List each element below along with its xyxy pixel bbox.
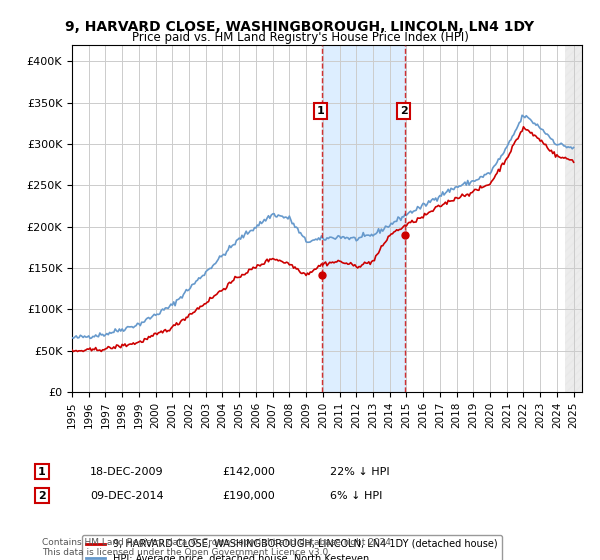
Text: 22% ↓ HPI: 22% ↓ HPI xyxy=(330,466,389,477)
Legend: 9, HARVARD CLOSE, WASHINGBOROUGH, LINCOLN, LN4 1DY (detached house), HPI: Averag: 9, HARVARD CLOSE, WASHINGBOROUGH, LINCOL… xyxy=(82,535,502,560)
Text: 18-DEC-2009: 18-DEC-2009 xyxy=(90,466,164,477)
Text: 6% ↓ HPI: 6% ↓ HPI xyxy=(330,491,382,501)
Bar xyxy=(565,45,582,392)
Text: £142,000: £142,000 xyxy=(222,466,275,477)
Text: 09-DEC-2014: 09-DEC-2014 xyxy=(90,491,164,501)
Text: Price paid vs. HM Land Registry's House Price Index (HPI): Price paid vs. HM Land Registry's House … xyxy=(131,31,469,44)
Text: 2: 2 xyxy=(400,106,407,116)
Text: 9, HARVARD CLOSE, WASHINGBOROUGH, LINCOLN, LN4 1DY: 9, HARVARD CLOSE, WASHINGBOROUGH, LINCOL… xyxy=(65,20,535,34)
Bar xyxy=(322,45,406,392)
Text: Contains HM Land Registry data © Crown copyright and database right 2024.
This d: Contains HM Land Registry data © Crown c… xyxy=(42,538,394,557)
Text: 1: 1 xyxy=(317,106,325,116)
Text: 2: 2 xyxy=(38,491,46,501)
Text: £190,000: £190,000 xyxy=(222,491,275,501)
Text: 1: 1 xyxy=(38,466,46,477)
